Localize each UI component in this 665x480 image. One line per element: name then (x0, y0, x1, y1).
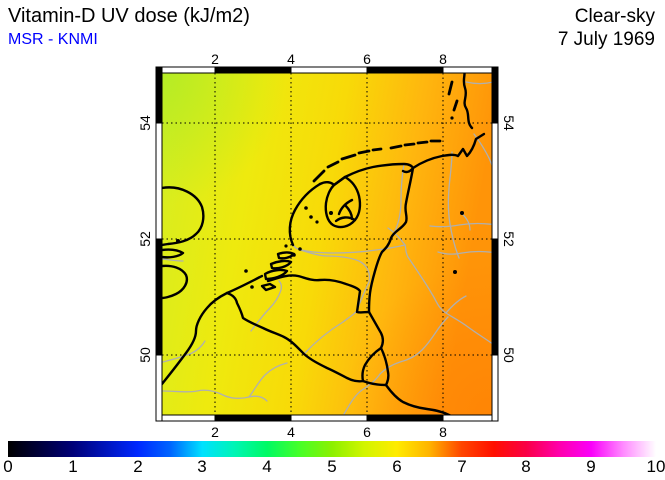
x-tick-top-2: 4 (287, 51, 295, 67)
axis-labels: 2 4 6 8 2 4 6 8 54 52 50 54 52 50 (137, 51, 517, 440)
colorbar-label: 2 (133, 457, 143, 476)
colorbar-label: 9 (586, 457, 596, 476)
country-borders (225, 166, 452, 415)
wadden-islands (312, 80, 459, 183)
colorbar-label: 6 (392, 457, 402, 476)
colorbar-labels: 0 1 2 3 4 5 6 7 8 9 10 (0, 457, 665, 479)
figure-title: Vitamin-D UV dose (kJ/m2) (8, 5, 250, 27)
y-tick-right-1: 54 (501, 115, 517, 131)
x-tick-bottom-3: 6 (363, 424, 371, 440)
y-tick-left-2: 52 (137, 231, 153, 247)
colorbar-label: 7 (457, 457, 467, 476)
x-tick-top-3: 6 (363, 51, 371, 67)
x-tick-top-4: 8 (439, 51, 447, 67)
lake-dots (176, 116, 464, 289)
y-tick-right-2: 52 (501, 231, 517, 247)
dose-field (162, 73, 492, 415)
y-tick-left-3: 50 (137, 347, 153, 363)
colorbar-label: 10 (646, 457, 665, 476)
condition-label: Clear-sky (574, 6, 655, 27)
x-tick-bottom-2: 4 (287, 424, 295, 440)
x-tick-bottom-4: 8 (439, 424, 447, 440)
colorbar-label: 5 (327, 457, 337, 476)
colorbar-label: 4 (262, 457, 272, 476)
colorbar-label: 3 (197, 457, 207, 476)
x-tick-bottom-1: 2 (211, 424, 219, 440)
y-tick-right-3: 50 (501, 347, 517, 363)
source-label: MSR - KNMI (8, 31, 98, 48)
graticule (162, 73, 492, 415)
x-tick-top-1: 2 (211, 51, 219, 67)
date-label: 7 July 1969 (557, 29, 655, 50)
y-tick-left-1: 54 (137, 115, 153, 131)
colorbar-label: 0 (3, 457, 13, 476)
colorbar-label: 8 (521, 457, 531, 476)
colorbar-label: 1 (68, 457, 78, 476)
map-frame (155, 66, 499, 422)
colorbar (8, 441, 656, 457)
header-right: Clear-sky 7 July 1969 (558, 5, 655, 51)
